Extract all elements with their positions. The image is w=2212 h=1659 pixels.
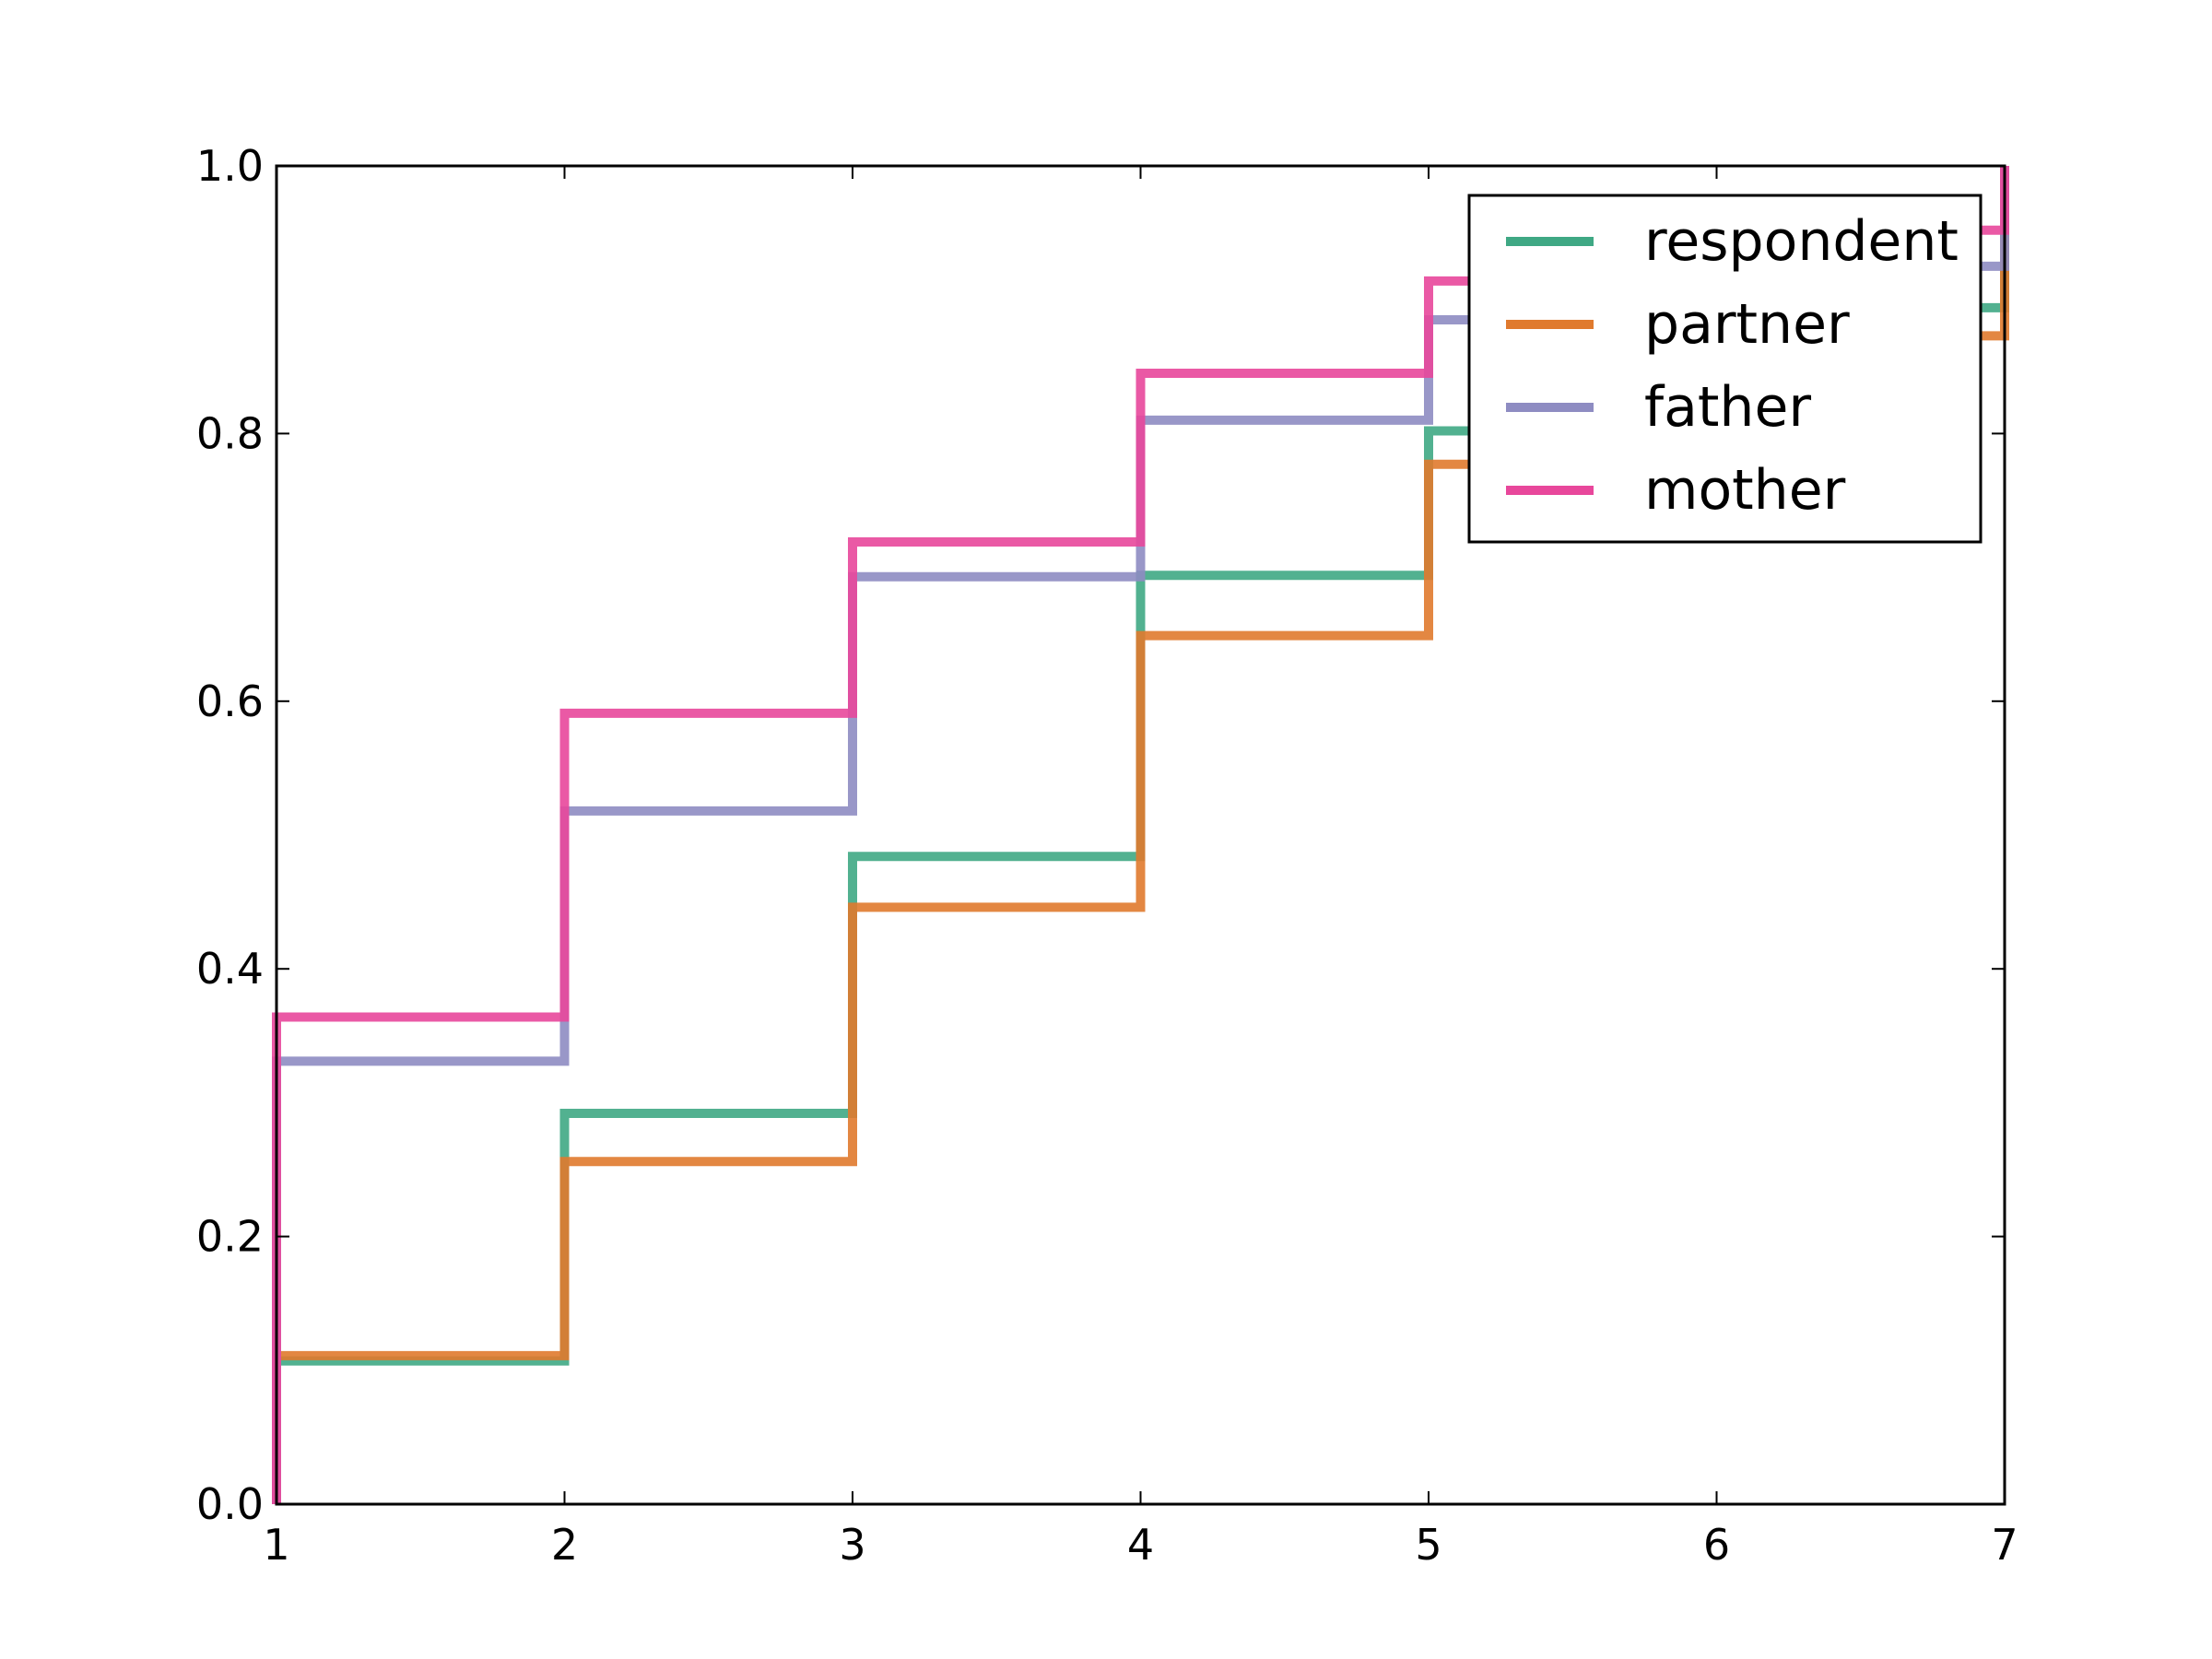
plot-frame [275,164,2006,1506]
x-tick-label: 4 [1127,1520,1154,1570]
legend-label-respondent: respondent [1644,209,1959,274]
legend: respondent partner father mother [1467,194,1983,544]
y-tick-label: 0.0 [196,1479,264,1529]
legend-label-father: father [1644,375,1811,440]
x-tick-label: 3 [839,1520,865,1570]
legend-label-mother: mother [1644,458,1846,523]
x-tick-label: 2 [551,1520,578,1570]
y-tick-label: 0.2 [196,1212,264,1262]
x-tick-label: 7 [1991,1520,2018,1570]
ticks-layer: 1 2 3 4 5 6 7 0.0 0.2 0.4 0.6 0.8 1.0 [196,141,2018,1570]
y-tick-label: 0.8 [196,408,264,458]
x-tick-label: 5 [1415,1520,1441,1570]
y-tick-label: 1.0 [196,141,264,191]
x-tick-label: 1 [263,1520,289,1570]
x-tick-label: 6 [1703,1520,1730,1570]
y-tick-label: 0.6 [196,677,264,726]
legend-label-partner: partner [1644,292,1850,357]
y-tick-label: 0.4 [196,944,264,994]
legend-box [1467,194,1983,544]
